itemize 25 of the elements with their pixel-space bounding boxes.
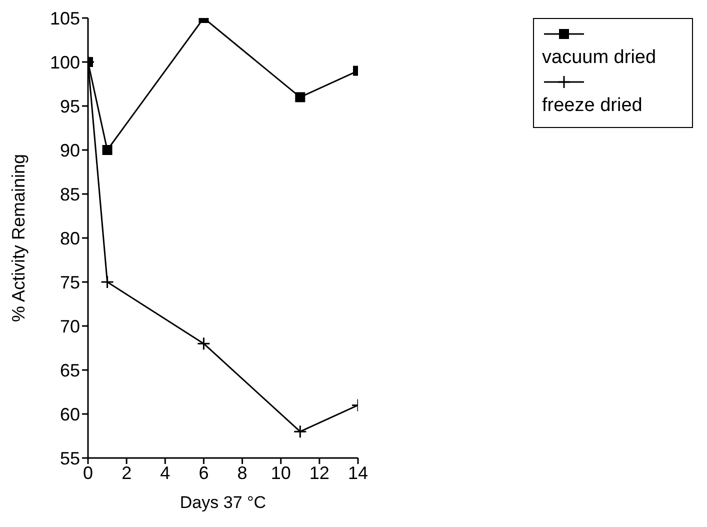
x-tick-label: 4 bbox=[160, 462, 170, 483]
x-tick-label: 10 bbox=[270, 462, 291, 483]
y-tick-label: 55 bbox=[60, 448, 80, 468]
x-tick-label: 6 bbox=[198, 462, 209, 483]
x-tick-label: 8 bbox=[237, 462, 248, 483]
y-tick-label: 100 bbox=[50, 52, 80, 72]
y-tick-label: 60 bbox=[60, 404, 80, 424]
y-tick-label: 75 bbox=[60, 272, 80, 292]
y-tick-label: 95 bbox=[60, 96, 80, 116]
y-tick-label: 65 bbox=[60, 360, 80, 380]
y-axis-title: % Activity Remaining bbox=[8, 154, 28, 322]
point bbox=[100, 275, 114, 289]
point bbox=[196, 336, 210, 350]
y-tick-label: 105 bbox=[50, 8, 80, 28]
x-tick-label: 12 bbox=[309, 462, 330, 483]
y-tick-label: 85 bbox=[60, 184, 80, 204]
x-tick-label: 2 bbox=[122, 462, 132, 483]
x-tick-label: 14 bbox=[348, 462, 368, 483]
legend-label: vacuum dried bbox=[542, 47, 658, 69]
y-tick-label: 70 bbox=[60, 316, 80, 336]
y-tick-label: 80 bbox=[60, 228, 80, 248]
legend-label: freeze dried bbox=[542, 95, 644, 117]
y-tick-label: 90 bbox=[60, 140, 80, 160]
x-axis-title: Days 37 °C bbox=[180, 493, 266, 512]
x-tick-label: 0 bbox=[82, 462, 94, 483]
